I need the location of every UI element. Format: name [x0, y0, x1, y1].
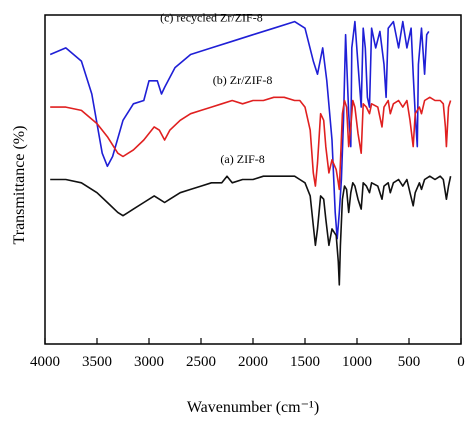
- series-line: [50, 175, 452, 286]
- x-ticks: 4000 3500 3000 2500 2000 1500 1000 500 0: [30, 338, 465, 370]
- x-tick-label: 1000: [342, 354, 372, 370]
- series-label: (c) recycled Zr/ZIF-8: [160, 11, 263, 25]
- x-axis-label: Wavenumber (cm⁻¹): [187, 399, 319, 416]
- x-tick-label: 2000: [238, 354, 268, 370]
- series-line: [50, 96, 452, 191]
- x-tick-label: 0: [457, 354, 465, 370]
- series-label: (a) ZIF-8: [220, 152, 264, 166]
- x-tick-label: 4000: [30, 354, 60, 370]
- x-tick-label: 3000: [134, 354, 164, 370]
- x-tick-label: 2500: [186, 354, 216, 370]
- series-label: (b) Zr/ZIF-8: [213, 73, 273, 87]
- x-tick-label: 500: [398, 354, 421, 370]
- x-tick-label: 3500: [82, 354, 112, 370]
- x-tick-label: 1500: [290, 354, 320, 370]
- series-group: (c) recycled Zr/ZIF-8 (b) Zr/ZIF-8 (a) ZIF…: [49, 11, 452, 286]
- series-line: [49, 20, 430, 240]
- y-axis-label: Transmittance (%): [11, 126, 28, 245]
